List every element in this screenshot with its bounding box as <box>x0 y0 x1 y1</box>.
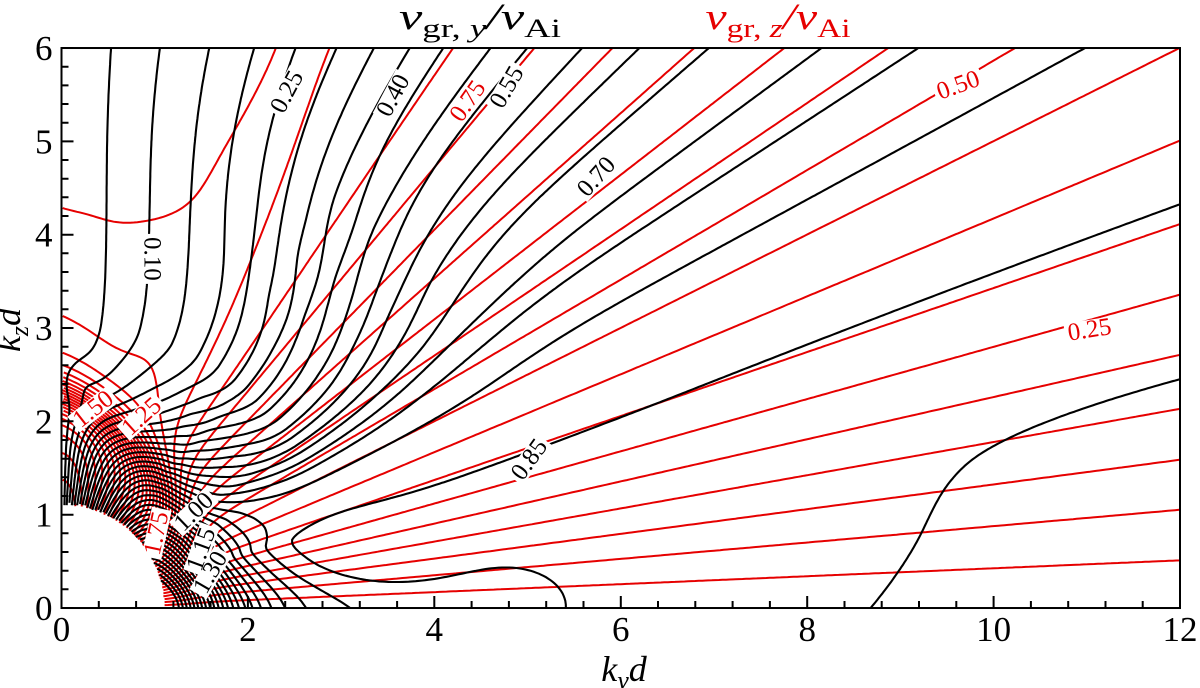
svg-text:0: 0 <box>53 610 71 649</box>
svg-text:0.10: 0.10 <box>138 237 165 281</box>
svg-text:12: 12 <box>1163 610 1198 649</box>
svg-text:4: 4 <box>35 216 53 255</box>
svg-text:vgr, y/vAi: v gr, y / v Ai <box>399 0 561 43</box>
svg-text:2: 2 <box>35 402 53 441</box>
svg-text:6: 6 <box>612 610 630 649</box>
svg-text:10: 10 <box>976 610 1011 649</box>
svg-text:vgr, z/vAi: v gr, z/v Ai <box>706 0 851 43</box>
svg-text:6: 6 <box>35 29 53 68</box>
svg-text:5: 5 <box>35 122 53 161</box>
svg-text:2: 2 <box>239 610 257 649</box>
svg-text:8: 8 <box>798 610 816 649</box>
svg-text:4: 4 <box>426 610 444 649</box>
svg-text:0: 0 <box>35 589 53 628</box>
svg-text:3: 3 <box>35 309 53 348</box>
svg-text:1: 1 <box>35 496 53 535</box>
